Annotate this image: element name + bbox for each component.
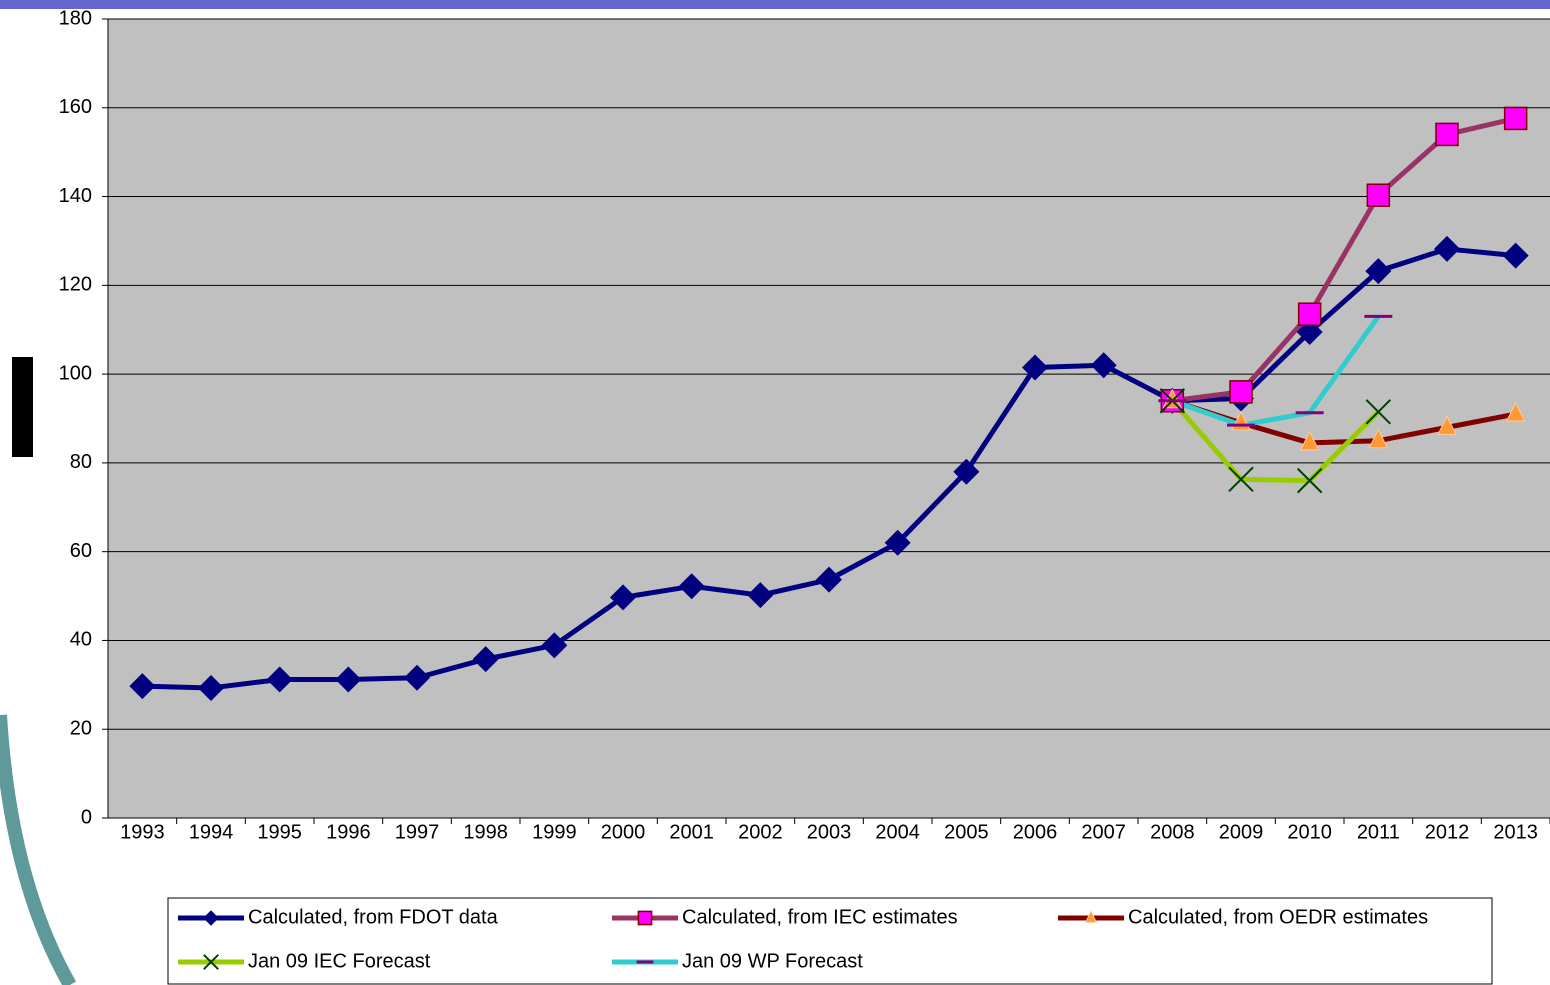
marker-diamond [678, 573, 705, 600]
y-tick-label: 180 [59, 7, 92, 29]
x-tick-label: 2008 [1150, 821, 1195, 843]
x-tick-label: 2011 [1357, 821, 1400, 843]
marker-triangle [1299, 430, 1320, 451]
x-tick-label: 2012 [1425, 821, 1470, 843]
marker-diamond [404, 664, 430, 691]
x-tick-label: 2001 [669, 821, 714, 843]
marker-diamond [1434, 235, 1460, 262]
marker-diamond [1365, 258, 1392, 285]
x-tick-label: 1998 [463, 821, 508, 843]
y-tick-label: 20 [70, 718, 92, 740]
x-tick-label: 2004 [875, 821, 920, 843]
marker-square [637, 910, 653, 926]
legend-label: Calculated, from OEDR estimates [1128, 906, 1428, 928]
x-tick-label: 1994 [189, 821, 234, 843]
marker-x [1365, 399, 1392, 425]
marker-x [1228, 466, 1254, 493]
y-tick-label: 80 [70, 451, 92, 473]
side-block [12, 357, 33, 457]
y-tick-label: 120 [59, 274, 92, 296]
marker-x [203, 954, 219, 970]
x-tick-label: 1996 [326, 821, 371, 843]
x-tick-label: 2010 [1287, 821, 1332, 843]
x-tick-label: 1995 [257, 821, 302, 843]
marker-diamond [953, 458, 980, 485]
marker-diamond [472, 646, 499, 673]
marker-diamond [129, 673, 156, 700]
x-tick-label: 2009 [1219, 821, 1264, 843]
x-tick-label: 2003 [807, 821, 852, 843]
top-band [0, 0, 1550, 9]
decor-arc [0, 714, 77, 985]
x-tick-label: 2013 [1493, 821, 1538, 843]
marker-diamond [610, 584, 636, 611]
marker-triangle [1162, 388, 1183, 409]
legend-label: Jan 09 IEC Forecast [248, 950, 431, 972]
legend-label: Calculated, from IEC estimates [682, 906, 958, 928]
x-tick-label: 2006 [1013, 821, 1058, 843]
marker-diamond [541, 632, 568, 659]
plot-area [108, 19, 1550, 818]
x-tick-label: 1993 [120, 821, 165, 843]
marker-diamond [1090, 352, 1117, 379]
marker-triangle [1368, 428, 1389, 449]
marker-x [1296, 467, 1323, 494]
marker-diamond [198, 674, 224, 701]
legend-label: Jan 09 WP Forecast [682, 950, 863, 972]
x-tick-label: 2005 [944, 821, 989, 843]
marker-diamond [747, 582, 774, 609]
marker-square [1297, 302, 1322, 326]
marker-triangle [1084, 910, 1098, 923]
marker-diamond [816, 566, 842, 593]
y-tick-label: 60 [70, 540, 92, 562]
y-tick-label: 0 [81, 806, 92, 828]
marker-square [1229, 380, 1253, 404]
marker-diamond [335, 666, 362, 693]
y-tick-label: 160 [59, 96, 92, 118]
marker-triangle [1505, 401, 1526, 422]
y-tick-label: 140 [59, 185, 92, 207]
marker-triangle [1437, 415, 1457, 435]
legend-label: Calculated, from FDOT data [248, 906, 499, 928]
x-tick-label: 2007 [1081, 821, 1126, 843]
x-tick-label: 1999 [532, 821, 577, 843]
y-tick-label: 100 [59, 362, 92, 384]
marker-diamond [1022, 354, 1048, 381]
marker-square [1435, 122, 1459, 147]
x-tick-label: 2002 [738, 821, 783, 843]
marker-diamond [884, 529, 911, 556]
series-line [1170, 399, 1381, 484]
marker-square [1366, 183, 1391, 207]
legend [167, 897, 1493, 985]
marker-diamond [266, 666, 293, 693]
marker-diamond [203, 910, 219, 926]
marker-square [1503, 106, 1528, 131]
y-tick-label: 40 [70, 629, 92, 651]
series-line [1171, 314, 1381, 428]
x-tick-label: 1997 [395, 821, 440, 843]
x-tick-label: 2000 [601, 821, 646, 843]
marker-diamond [1502, 242, 1529, 269]
